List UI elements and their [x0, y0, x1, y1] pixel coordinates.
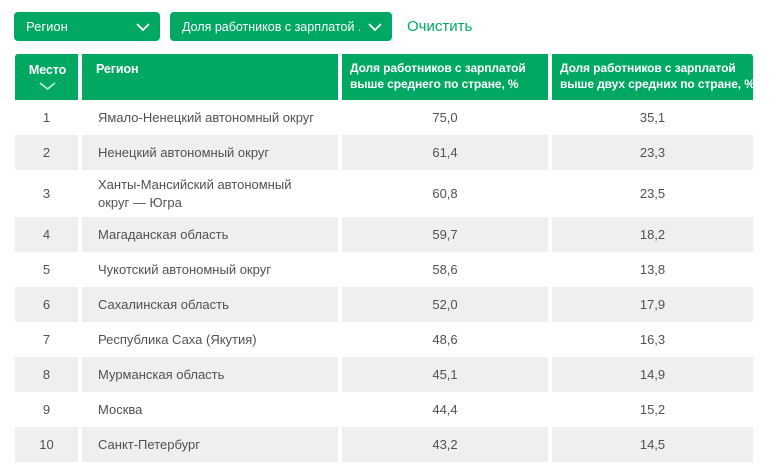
- region-cell: Ямало-Ненецкий автономный округ: [98, 109, 315, 125]
- above-average-cell: 59,7: [342, 217, 548, 253]
- above-double-average-cell: 16,3: [639, 331, 666, 347]
- chevron-down-icon: [136, 22, 150, 31]
- metric-filter-dropdown[interactable]: Доля работников с зарплатой ...: [170, 12, 392, 41]
- table-body: 1 Ямало-Ненецкий автономный округ 75,0 3…: [15, 100, 753, 463]
- column-header-place[interactable]: Место: [15, 54, 78, 100]
- table-row: 1 Ямало-Ненецкий автономный округ 75,0 3…: [15, 100, 753, 135]
- region-cell: Республика Саха (Якутия): [98, 331, 257, 347]
- clear-filters-link[interactable]: Очистить: [407, 18, 473, 35]
- above-average-cell: 75,0: [432, 109, 458, 125]
- rank-cell: 7: [42, 331, 51, 347]
- table-row: 9 Москва 44,4 15,2: [15, 392, 753, 427]
- above-average-cell: 45,1: [342, 357, 548, 393]
- rank-cell: 10: [15, 427, 78, 463]
- column-header-place-label: Место: [28, 63, 67, 77]
- region-filter-dropdown[interactable]: Регион: [14, 12, 160, 41]
- above-double-average-cell: 18,2: [552, 217, 753, 253]
- table-header-row: Место Регион Доля работников с зарплатой…: [15, 54, 755, 100]
- above-double-average-cell: 13,8: [639, 261, 666, 277]
- above-average-cell: 52,0: [342, 287, 548, 323]
- above-average-cell: 60,8: [432, 185, 458, 201]
- table-row: 2 Ненецкий автономный округ 61,4 23,3: [15, 135, 753, 170]
- rank-cell: 3: [42, 185, 51, 201]
- rank-cell: 9: [42, 401, 51, 417]
- column-header-above-double-average[interactable]: Доля работников с зарплатой выше двух ср…: [552, 54, 755, 100]
- rank-cell: 8: [15, 357, 78, 393]
- column-header-above-average[interactable]: Доля работников с зарплатой выше среднег…: [342, 54, 548, 100]
- rank-cell: 5: [42, 261, 51, 277]
- filter-bar: Регион Доля работников с зарплатой ... О…: [0, 0, 770, 41]
- column-header-region-label: Регион: [96, 62, 139, 76]
- table-row: 10 Санкт-Петербург 43,2 14,5: [15, 427, 753, 463]
- above-average-cell: 48,6: [432, 331, 458, 347]
- column-header-region[interactable]: Регион: [82, 54, 338, 100]
- above-average-cell: 44,4: [432, 401, 458, 417]
- table-row: 3 Ханты-Мансийский автономный округ — Юг…: [15, 170, 753, 217]
- above-average-cell: 61,4: [342, 135, 548, 170]
- region-cell: Мурманская область: [82, 357, 338, 393]
- table-row: 8 Мурманская область 45,1 14,9: [15, 357, 753, 393]
- rank-cell: 6: [15, 287, 78, 323]
- chevron-down-icon: [368, 22, 382, 31]
- above-double-average-cell: 15,2: [639, 401, 666, 417]
- table-row: 5 Чукотский автономный округ 58,6 13,8: [15, 252, 753, 287]
- rank-cell: 2: [15, 135, 78, 170]
- sort-descending-icon: [39, 81, 56, 90]
- above-double-average-cell: 14,5: [552, 427, 753, 463]
- table-row: 6 Сахалинская область 52,0 17,9: [15, 287, 753, 323]
- rank-cell: 1: [42, 109, 51, 125]
- table-row: 4 Магаданская область 59,7 18,2: [15, 217, 753, 253]
- metric-filter-label: Доля работников с зарплатой ...: [182, 19, 360, 34]
- region-cell: Москва: [98, 401, 143, 417]
- region-cell: Ханты-Мансийский автономный округ — Югра: [98, 177, 292, 210]
- rank-cell: 4: [15, 217, 78, 253]
- regions-ranking-table: Место Регион Доля работников с зарплатой…: [15, 54, 755, 463]
- region-cell: Санкт-Петербург: [82, 427, 338, 463]
- above-double-average-cell: 35,1: [639, 109, 666, 125]
- region-cell: Чукотский автономный округ: [98, 261, 271, 277]
- above-double-average-cell: 23,5: [639, 185, 666, 201]
- region-cell: Сахалинская область: [82, 287, 338, 323]
- table-row: 7 Республика Саха (Якутия) 48,6 16,3: [15, 322, 753, 357]
- above-double-average-cell: 23,3: [552, 135, 753, 170]
- above-double-average-cell: 14,9: [552, 357, 753, 393]
- above-double-average-cell: 17,9: [552, 287, 753, 323]
- above-average-cell: 58,6: [432, 261, 458, 277]
- region-cell: Ненецкий автономный округ: [82, 135, 338, 170]
- region-cell: Магаданская область: [82, 217, 338, 253]
- above-average-cell: 43,2: [342, 427, 548, 463]
- region-filter-label: Регион: [26, 19, 68, 34]
